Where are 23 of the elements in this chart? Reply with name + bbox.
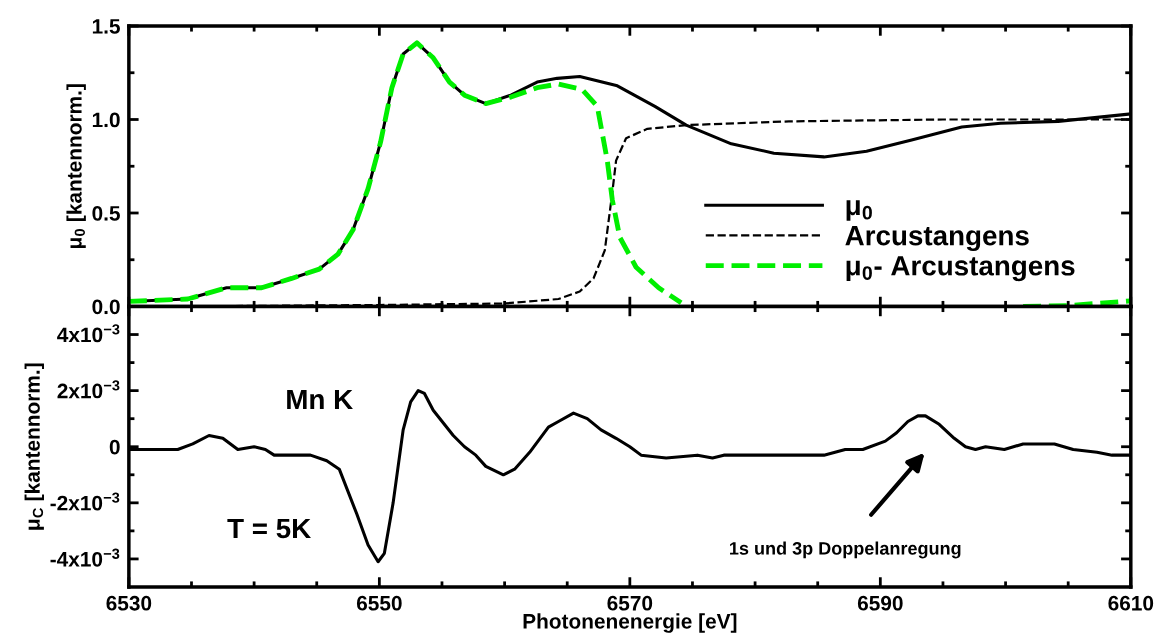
x-tick-label: 6590 bbox=[857, 595, 903, 611]
x-tick-label: 6610 bbox=[1108, 595, 1154, 611]
x-tick-label: 6550 bbox=[356, 595, 402, 611]
annotation: Mn K bbox=[287, 389, 353, 410]
x-tick-label: 6530 bbox=[106, 595, 152, 611]
y-tick-label: -2x10$^{−3}$ bbox=[50, 492, 120, 511]
x-tick-label: 6570 bbox=[607, 595, 653, 611]
annotation: T = 5K bbox=[227, 518, 311, 539]
legend-label: Arcustangens bbox=[845, 226, 1029, 252]
y-axis-title: μ$_{0}$ [kantennorm.] bbox=[66, 84, 86, 249]
x-axis-title: Photonenenergie [eV] bbox=[523, 613, 737, 633]
y-tick-label: 4x10$^{−3}$ bbox=[57, 324, 120, 343]
legend-label: μ$_{0}$- Arcustangens bbox=[846, 256, 1075, 282]
y-tick-label: -4x10$^{−3}$ bbox=[50, 548, 120, 567]
annotation: 1s und 3p Doppelanregung bbox=[730, 541, 961, 559]
y-tick-label: 1.0 bbox=[92, 112, 120, 128]
y-tick-label: 0.5 bbox=[92, 206, 120, 221]
y-tick-label: 1.5 bbox=[92, 19, 120, 34]
y-tick-label: 0.0 bbox=[92, 299, 120, 315]
y-tick-label: 0 bbox=[109, 439, 120, 455]
y-axis-title: μ$_{C}$ [kantennorm.] bbox=[24, 363, 44, 530]
legend-label: μ$_{0}$ bbox=[846, 200, 872, 221]
y-tick-label: 2x10$^{−3}$ bbox=[57, 380, 120, 399]
